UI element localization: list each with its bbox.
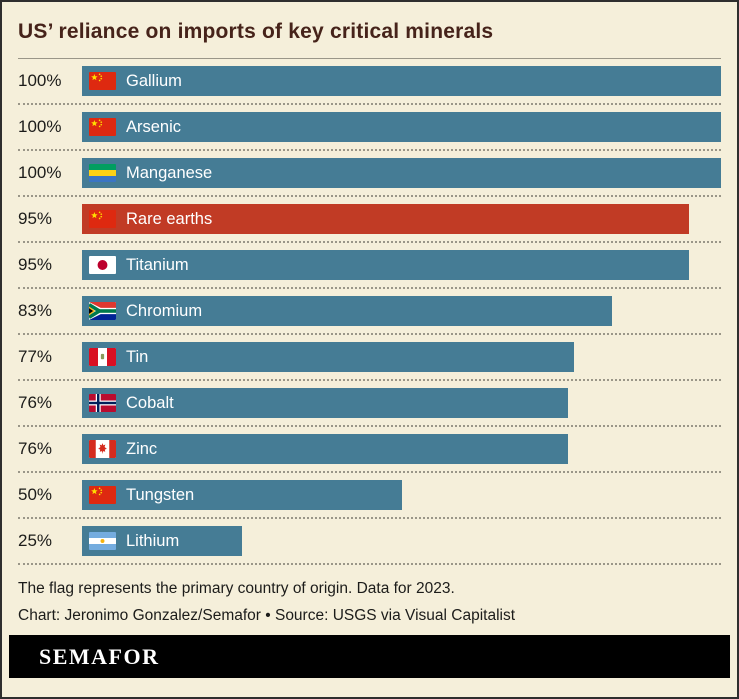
value-label: 76%: [18, 439, 53, 458]
chart-row: 76% Zinc: [18, 425, 721, 471]
chart-row: 100% Gallium: [18, 59, 721, 103]
bar-track: Zinc: [82, 434, 721, 464]
value-label: 100%: [18, 71, 62, 90]
chart-row: 83% Chromium: [18, 287, 721, 333]
bar: Tin: [82, 342, 575, 372]
chart-row: 100% Arsenic: [18, 103, 721, 149]
category-label: Titanium: [126, 255, 189, 274]
footnote: The flag represents the primary country …: [18, 580, 455, 597]
bar: Lithium: [82, 526, 242, 556]
category-label: Arsenic: [126, 117, 182, 136]
category-label: Lithium: [126, 531, 180, 550]
chart-row: 25% Lithium: [18, 517, 721, 563]
chart-row: 76% Cobalt: [18, 379, 721, 425]
category-label: Rare earths: [126, 209, 213, 228]
chart-row: 100% Manganese: [18, 149, 721, 195]
bar: Zinc: [82, 434, 568, 464]
bar: Titanium: [82, 250, 690, 280]
category-label: Gallium: [126, 71, 182, 90]
bar-chart: 100% Gallium 100% Arsenic 100% Manganese 95% Ra…: [18, 59, 721, 565]
peru-flag-icon: [89, 348, 116, 366]
bar: Cobalt: [82, 388, 568, 418]
category-label: Tin: [126, 347, 149, 366]
china-flag-icon: [89, 72, 116, 90]
bar: Manganese: [82, 158, 721, 188]
value-label: 95%: [18, 255, 53, 274]
value-label: 77%: [18, 347, 53, 366]
bar-track: Arsenic: [82, 112, 721, 142]
bar-track: Tin: [82, 342, 721, 372]
china-flag-icon: [89, 210, 116, 228]
bar-track: Titanium: [82, 250, 721, 280]
bar-track: Rare earths: [82, 204, 721, 234]
logo-bar: SEMAFOR: [9, 635, 730, 678]
bar: Gallium: [82, 66, 721, 96]
bar: Rare earths: [82, 204, 690, 234]
value-label: 95%: [18, 209, 53, 228]
value-label: 83%: [18, 301, 53, 320]
category-label: Zinc: [126, 439, 158, 458]
semafor-logo: SEMAFOR: [39, 643, 160, 669]
category-label: Manganese: [126, 163, 213, 182]
chart-row: 95% Titanium: [18, 241, 721, 287]
category-label: Cobalt: [126, 393, 174, 412]
bar-track: Chromium: [82, 296, 721, 326]
japan-flag-icon: [89, 256, 116, 274]
value-label: 50%: [18, 485, 53, 504]
bar: Arsenic: [82, 112, 721, 142]
china-flag-icon: [89, 486, 116, 504]
value-label: 76%: [18, 393, 53, 412]
chart-footer: The flag represents the primary country …: [18, 565, 721, 625]
bar-track: Tungsten: [82, 480, 721, 510]
bar-track: Gallium: [82, 66, 721, 96]
chart-row: 95% Rare earths: [18, 195, 721, 241]
category-label: Chromium: [126, 301, 203, 320]
canada-flag-icon: [89, 440, 116, 458]
value-label: 25%: [18, 531, 53, 550]
argentina-flag-icon: [89, 532, 116, 550]
chart-row: 77% Tin: [18, 333, 721, 379]
bar-track: Manganese: [82, 158, 721, 188]
bar-track: Cobalt: [82, 388, 721, 418]
value-label: 100%: [18, 163, 62, 182]
bar: Chromium: [82, 296, 613, 326]
title-divider: [18, 58, 721, 59]
credit-line: Chart: Jeronimo Gonzalez/Semafor • Sourc…: [18, 607, 516, 624]
value-label: 100%: [18, 117, 62, 136]
bar-track: Lithium: [82, 526, 721, 556]
china-flag-icon: [89, 118, 116, 136]
norway-flag-icon: [89, 394, 116, 412]
chart-row: 50% Tungsten: [18, 471, 721, 517]
chart-title: US’ reliance on imports of key critical …: [18, 20, 494, 43]
gabon-flag-icon: [89, 164, 116, 182]
south-africa-flag-icon: [89, 302, 116, 320]
bar: Tungsten: [82, 480, 402, 510]
category-label: Tungsten: [126, 485, 195, 504]
